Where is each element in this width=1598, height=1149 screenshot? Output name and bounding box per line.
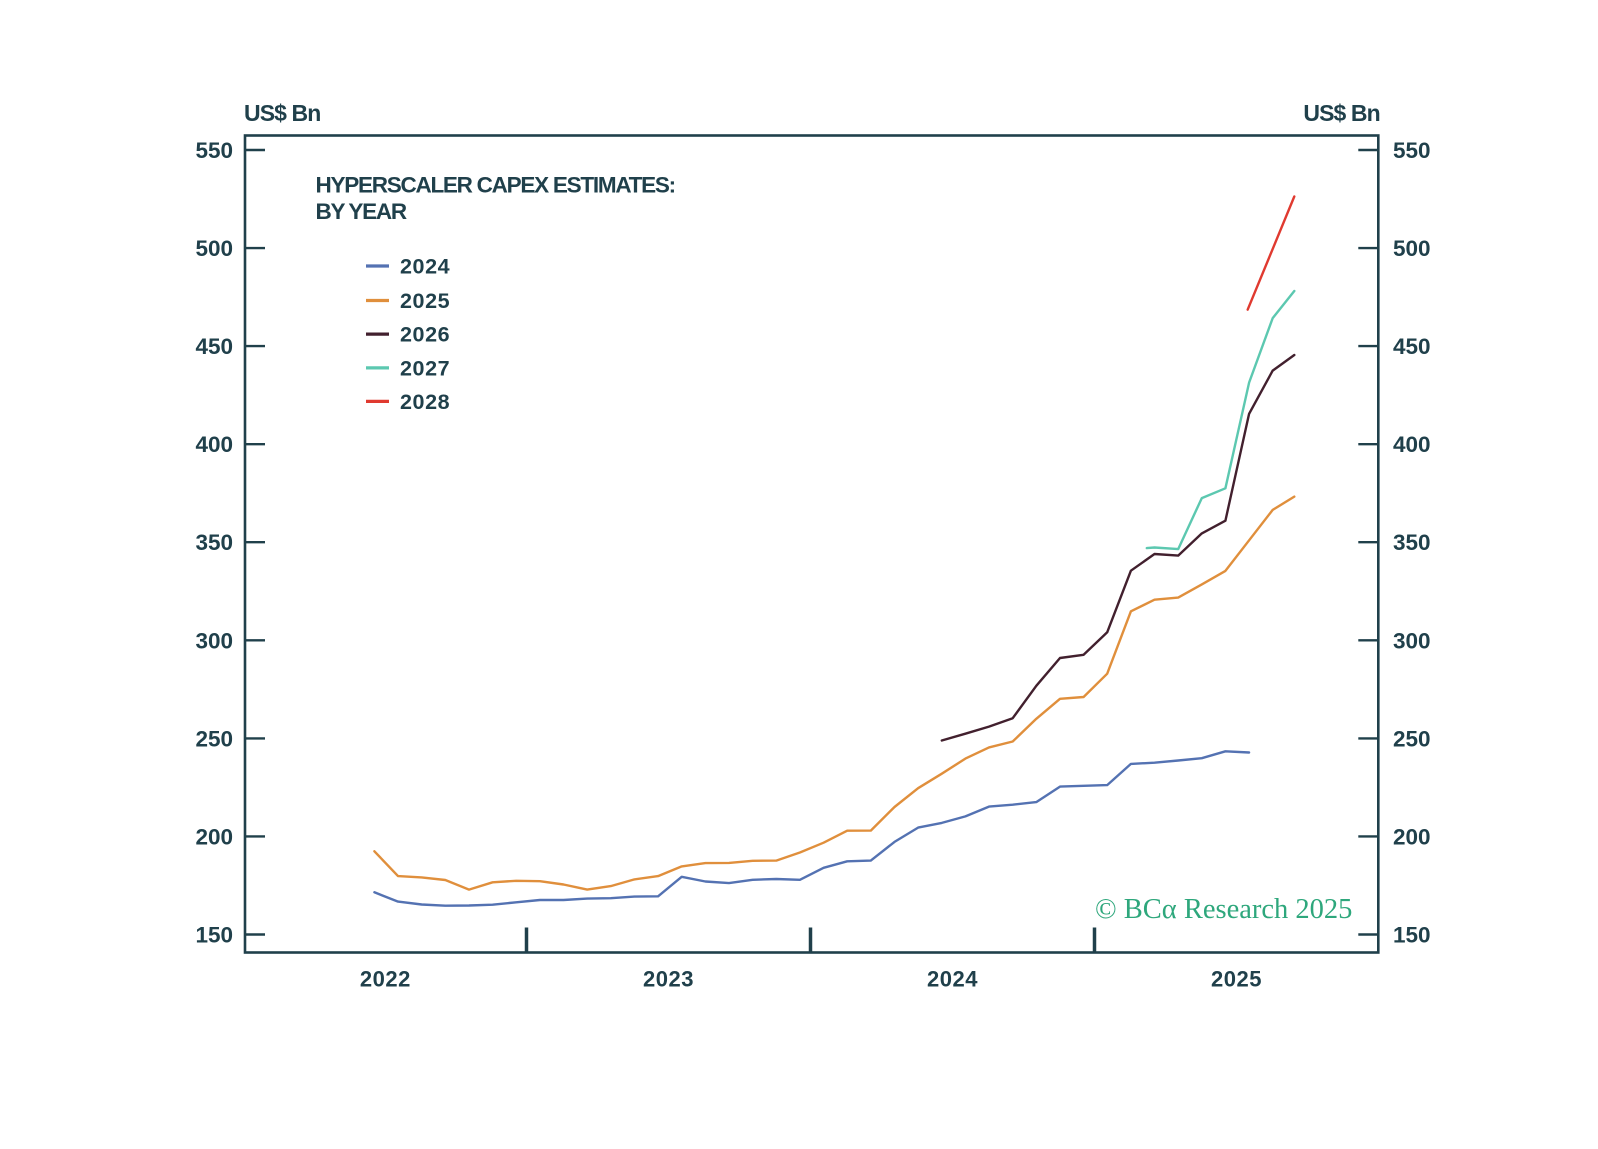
svg-text:150: 150 <box>1393 923 1431 948</box>
svg-text:2025: 2025 <box>400 289 450 313</box>
svg-text:© BCα Research 2025: © BCα Research 2025 <box>1095 894 1352 925</box>
svg-text:500: 500 <box>1393 236 1431 261</box>
svg-text:400: 400 <box>195 432 233 457</box>
svg-text:450: 450 <box>195 334 233 359</box>
svg-text:US$ Bn: US$ Bn <box>244 100 320 126</box>
svg-text:BY YEAR: BY YEAR <box>316 199 407 224</box>
svg-text:2025: 2025 <box>1211 967 1262 992</box>
svg-text:HYPERSCALER CAPEX ESTIMATES:: HYPERSCALER CAPEX ESTIMATES: <box>316 173 675 198</box>
svg-text:350: 350 <box>195 530 233 555</box>
svg-text:200: 200 <box>1393 824 1431 849</box>
svg-text:2022: 2022 <box>360 967 411 992</box>
svg-text:2024: 2024 <box>400 255 450 279</box>
svg-text:250: 250 <box>1393 726 1431 751</box>
svg-text:150: 150 <box>195 923 233 948</box>
svg-text:350: 350 <box>1393 530 1431 555</box>
svg-text:300: 300 <box>195 628 233 653</box>
svg-text:2024: 2024 <box>927 967 978 992</box>
svg-text:250: 250 <box>195 726 233 751</box>
svg-text:450: 450 <box>1393 334 1431 359</box>
svg-text:300: 300 <box>1393 628 1431 653</box>
svg-text:2027: 2027 <box>400 357 450 381</box>
svg-text:2026: 2026 <box>400 323 450 347</box>
svg-text:2023: 2023 <box>643 967 694 992</box>
svg-text:200: 200 <box>195 824 233 849</box>
svg-text:500: 500 <box>195 236 233 261</box>
svg-text:550: 550 <box>1393 138 1431 163</box>
svg-text:400: 400 <box>1393 432 1431 457</box>
svg-text:2028: 2028 <box>400 390 450 414</box>
svg-text:550: 550 <box>195 138 233 163</box>
svg-text:US$ Bn: US$ Bn <box>1303 100 1379 126</box>
